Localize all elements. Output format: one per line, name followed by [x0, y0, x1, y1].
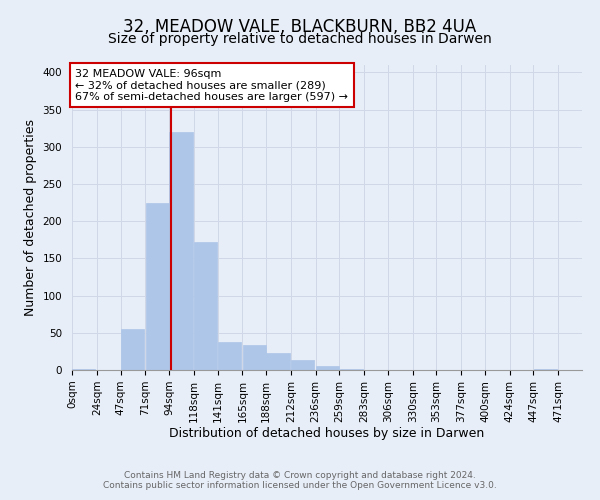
Text: 32 MEADOW VALE: 96sqm
← 32% of detached houses are smaller (289)
67% of semi-det: 32 MEADOW VALE: 96sqm ← 32% of detached … — [75, 68, 348, 102]
Text: 32, MEADOW VALE, BLACKBURN, BB2 4UA: 32, MEADOW VALE, BLACKBURN, BB2 4UA — [124, 18, 476, 36]
X-axis label: Distribution of detached houses by size in Darwen: Distribution of detached houses by size … — [169, 428, 485, 440]
Y-axis label: Number of detached properties: Number of detached properties — [24, 119, 37, 316]
Bar — [169, 132, 193, 370]
Bar — [291, 360, 314, 370]
Bar — [194, 242, 217, 370]
Text: Size of property relative to detached houses in Darwen: Size of property relative to detached ho… — [108, 32, 492, 46]
Bar — [266, 353, 290, 370]
Bar — [121, 329, 144, 370]
Bar — [72, 368, 95, 370]
Bar — [316, 366, 339, 370]
Bar — [534, 368, 557, 370]
Bar — [146, 204, 169, 370]
Bar — [242, 346, 266, 370]
Text: Contains HM Land Registry data © Crown copyright and database right 2024.
Contai: Contains HM Land Registry data © Crown c… — [103, 470, 497, 490]
Bar — [218, 342, 241, 370]
